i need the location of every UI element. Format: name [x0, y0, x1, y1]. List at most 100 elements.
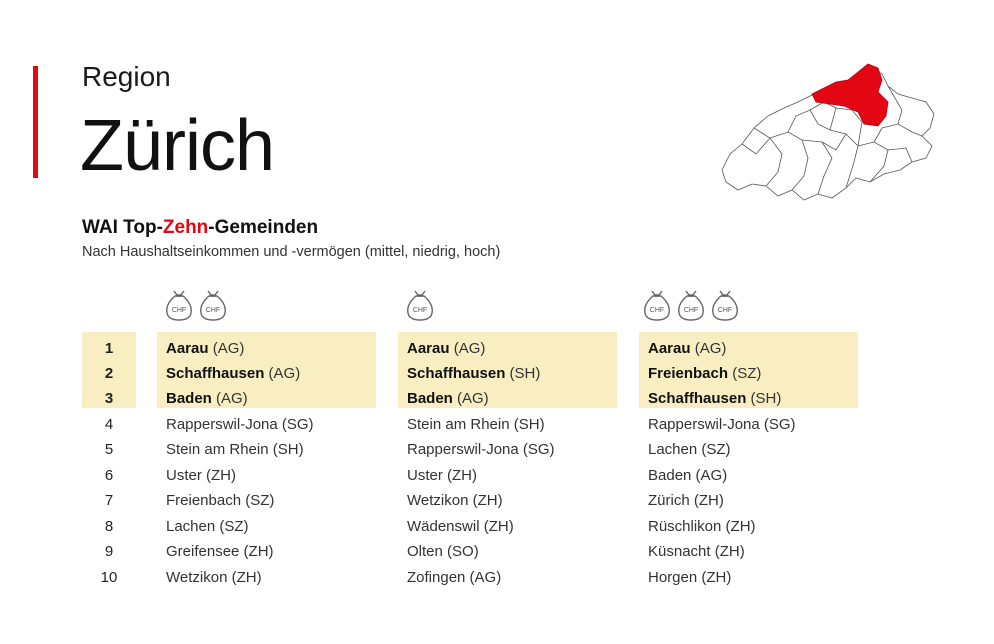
canton-code: (SZ) [697, 441, 731, 458]
canton-code: (ZH) [468, 492, 503, 509]
municipality-name: Rüschlikon [648, 518, 722, 535]
table-cell: Uster (ZH) [407, 467, 477, 484]
money-bag-label: CHF [684, 307, 698, 314]
municipality-name: Aarau [407, 340, 450, 357]
money-bag-icon: CHF [200, 290, 226, 321]
municipality-name: Wetzikon [407, 492, 469, 509]
money-bag-label: CHF [206, 307, 220, 314]
municipality-name: Zofingen [407, 569, 466, 586]
table-cell: Rapperswil-Jona (SG) [648, 416, 796, 433]
table-cell: Zürich (ZH) [648, 492, 724, 509]
money-bag-icon: CHF [407, 290, 433, 321]
rank-number: 2 [104, 365, 114, 382]
canton-code: (ZH) [721, 518, 756, 535]
table-cell: Horgen (ZH) [648, 569, 731, 586]
table-cell: Aarau (AG) [407, 340, 485, 357]
canton-code: (ZH) [689, 492, 724, 509]
canton-code: (AG) [211, 390, 248, 407]
page-title: Zürich [80, 106, 275, 186]
municipality-name: Wädenswil [407, 518, 480, 535]
rank-number: 4 [104, 416, 114, 433]
municipality-name: Lachen [648, 441, 698, 458]
rank-highlight [82, 332, 136, 408]
switzerland-map-icon [721, 63, 935, 201]
municipality-name: Baden [648, 467, 692, 484]
canton-code: (SZ) [215, 518, 249, 535]
table-cell: Rapperswil-Jona (SG) [166, 416, 314, 433]
municipality-name: Uster [166, 467, 202, 484]
table-cell: Freienbach (SZ) [648, 365, 761, 382]
municipality-name: Küsnacht [648, 543, 711, 560]
table-cell: Lachen (SZ) [648, 441, 731, 458]
canton-code: (AG) [208, 340, 245, 357]
table-cell: Uster (ZH) [166, 467, 236, 484]
rank-number: 9 [104, 543, 114, 560]
municipality-name: Olten [407, 543, 443, 560]
rank-number: 5 [104, 441, 114, 458]
municipality-name: Baden [407, 390, 453, 407]
canton-code: (ZH) [227, 569, 262, 586]
municipality-name: Stein am Rhein [407, 416, 510, 433]
table-cell: Schaffhausen (SH) [648, 390, 781, 407]
municipality-name: Freienbach [648, 365, 729, 382]
table-cell: Aarau (AG) [166, 340, 244, 357]
municipality-name: Aarau [166, 340, 209, 357]
canton-code: (SH) [746, 390, 782, 407]
canton-code: (SO) [442, 543, 479, 560]
table-cell: Schaffhausen (AG) [166, 365, 300, 382]
canton-code: (SH) [505, 365, 541, 382]
table-cell: Baden (AG) [648, 467, 727, 484]
municipality-name: Baden [166, 390, 212, 407]
table-cell: Freienbach (SZ) [166, 492, 274, 509]
canton-code: (SZ) [728, 365, 762, 382]
canton-code: (AG) [691, 467, 728, 484]
money-bag-label: CHF [718, 307, 732, 314]
money-bag-label: CHF [650, 307, 664, 314]
top3-highlight [157, 332, 376, 408]
section-title-highlight: Zehn [162, 217, 209, 238]
canton-code: (AG) [264, 365, 301, 382]
canton-code: (AG) [690, 340, 727, 357]
canton-code: (ZH) [710, 543, 745, 560]
rank-number: 10 [100, 569, 118, 586]
canton-code: (ZH) [201, 467, 236, 484]
municipality-name: Aarau [648, 340, 691, 357]
rank-number: 7 [104, 492, 114, 509]
section-description: Nach Haushaltseinkommen und -vermögen (m… [82, 244, 501, 260]
municipality-name: Rapperswil-Jona [166, 416, 278, 433]
municipality-name: Greifensee [166, 543, 240, 560]
table-cell: Rüschlikon (ZH) [648, 518, 756, 535]
rank-number: 8 [104, 518, 114, 535]
table-cell: Schaffhausen (SH) [407, 365, 540, 382]
rank-number: 1 [104, 340, 114, 357]
money-bag-icon: CHF [644, 290, 670, 321]
table-cell: Aarau (AG) [648, 340, 726, 357]
top3-highlight [398, 332, 617, 408]
section-title-prefix: WAI Top- [82, 217, 163, 238]
canton-code: (SZ) [241, 492, 275, 509]
canton-code: (AG) [452, 390, 489, 407]
accent-bar [33, 66, 38, 178]
table-cell: Wetzikon (ZH) [407, 492, 503, 509]
money-bag-label: CHF [413, 307, 427, 314]
canton-code: (AG) [449, 340, 486, 357]
section-title: WAI Top-Zehn-Gemeinden [82, 217, 318, 239]
table-cell: Stein am Rhein (SH) [407, 416, 545, 433]
canton-code: (AG) [465, 569, 502, 586]
canton-code: (SH) [509, 416, 545, 433]
table-cell: Baden (AG) [166, 390, 248, 407]
money-bag-icon: CHF [166, 290, 192, 321]
table-cell: Wädenswil (ZH) [407, 518, 514, 535]
money-bag-group: CHF [405, 288, 435, 322]
canton-code: (ZH) [697, 569, 732, 586]
municipality-name: Rapperswil-Jona [648, 416, 760, 433]
table-cell: Küsnacht (ZH) [648, 543, 745, 560]
municipality-name: Zürich [648, 492, 690, 509]
table-cell: Lachen (SZ) [166, 518, 249, 535]
money-bag-group: CHF CHF [164, 288, 228, 322]
canton-code: (ZH) [239, 543, 274, 560]
municipality-name: Stein am Rhein [166, 441, 269, 458]
municipality-name: Freienbach [166, 492, 242, 509]
top3-highlight [639, 332, 858, 408]
canton-code: (ZH) [442, 467, 477, 484]
